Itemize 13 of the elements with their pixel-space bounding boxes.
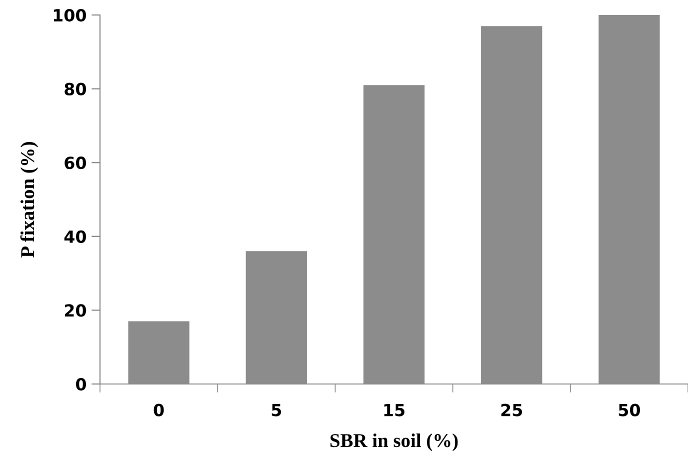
x-tick-label: 25 xyxy=(501,404,522,416)
x-axis-title: SBR in soil (%) xyxy=(330,433,458,452)
y-tick-label: 40 xyxy=(64,230,86,243)
x-tick-label: 0 xyxy=(154,404,164,416)
y-tick-label: 0 xyxy=(76,378,86,391)
x-tick-label: 15 xyxy=(384,404,404,416)
x-tick-label: 50 xyxy=(618,404,640,416)
y-tick-label: 60 xyxy=(64,156,86,170)
y-axis-title: P fixation (%) xyxy=(20,142,38,258)
y-tick-label: 100 xyxy=(54,8,86,22)
y-tick-label: 20 xyxy=(64,304,86,317)
x-tick-label: 5 xyxy=(272,404,282,416)
y-tick-label: 80 xyxy=(64,82,86,96)
